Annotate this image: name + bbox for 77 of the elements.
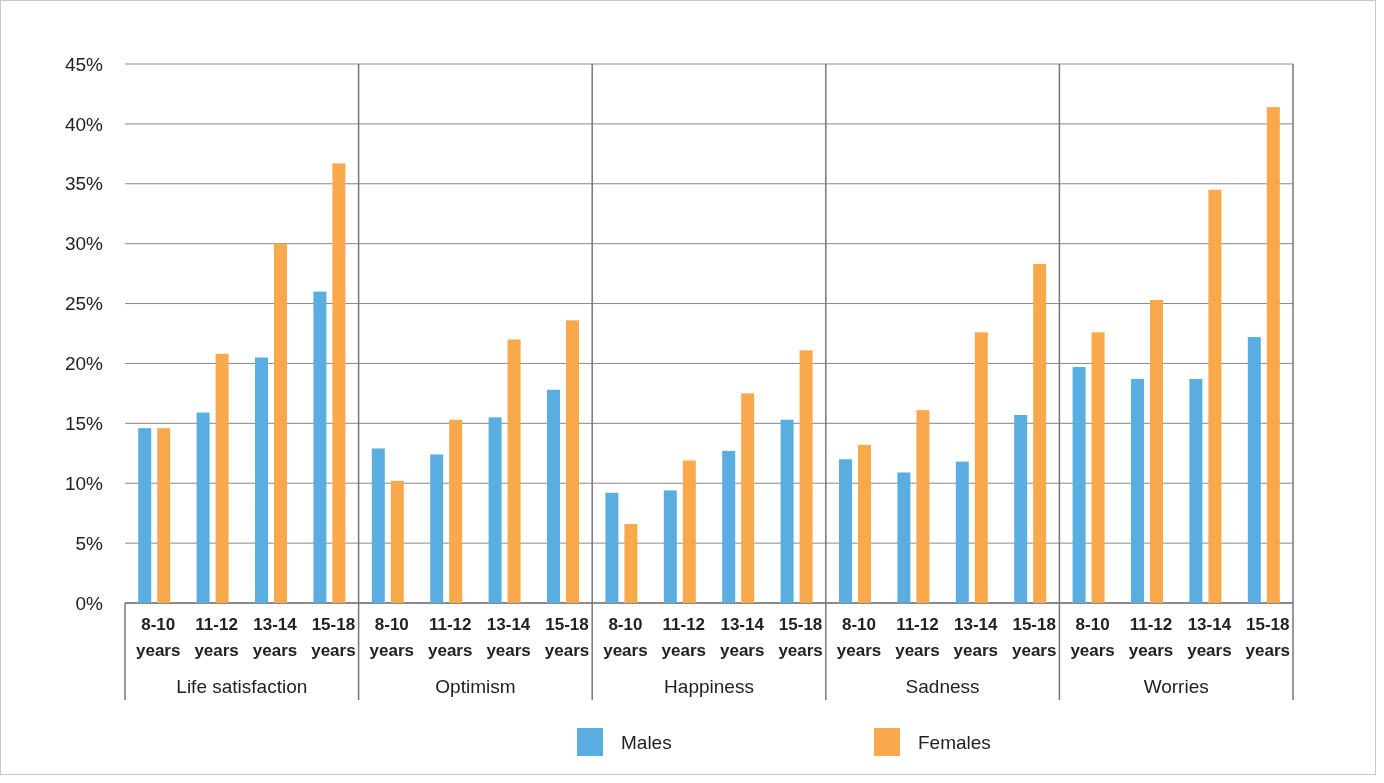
bar [916, 410, 930, 603]
text: Sadness [905, 676, 980, 697]
y-tick-label: 10% [64, 472, 104, 494]
x-tick-label: 15-18 years [1011, 615, 1057, 660]
bar [332, 163, 346, 603]
y-tick-label: 5% [75, 532, 104, 554]
bar [955, 461, 969, 603]
bar [1014, 414, 1028, 603]
bar [196, 412, 210, 603]
bar [1131, 379, 1144, 603]
y-tick-label: 40% [64, 113, 104, 135]
bar [682, 460, 696, 603]
x-tick-label: 11-12 years [427, 615, 473, 660]
x-tick-label: 15-18 years [1245, 615, 1291, 660]
bar [215, 353, 229, 603]
x-tick-label: 11-12 years [1128, 615, 1174, 660]
bar [1033, 264, 1047, 603]
text: Happiness [664, 676, 754, 697]
bar [1247, 337, 1261, 603]
bar [507, 339, 521, 603]
x-tick-label: 15-18 years [544, 615, 590, 660]
bar [566, 320, 579, 603]
bar [1189, 379, 1203, 603]
bar [274, 243, 287, 603]
bar [605, 492, 619, 603]
bar [897, 472, 911, 603]
bar [1150, 299, 1163, 603]
y-tick-label: 20% [64, 353, 104, 375]
bar [430, 454, 444, 603]
bar [839, 459, 852, 603]
x-tick-label: 11-12 years [194, 615, 239, 660]
x-tick-label: 8-10 years [1070, 615, 1115, 660]
y-tick-label: 35% [64, 173, 104, 195]
bar [390, 480, 404, 603]
x-tick-label: 13-14 years [252, 615, 298, 660]
bar [624, 523, 638, 603]
y-tick-label: 15% [64, 412, 104, 434]
x-tick-label: 13-14 years [1187, 615, 1232, 660]
bar [157, 428, 171, 603]
bar [780, 419, 794, 603]
y-tick-label: 30% [64, 233, 104, 255]
bar [371, 448, 385, 603]
legend-label: Females [918, 731, 991, 753]
bar [722, 450, 736, 603]
x-tick-label: 13-14 years [953, 615, 999, 660]
bar [974, 332, 988, 603]
x-tick-label: 11-12 years [895, 615, 940, 660]
bar [488, 417, 502, 603]
x-tick-label: 8-10 years [369, 615, 415, 660]
bar [799, 350, 813, 603]
bar [1091, 332, 1105, 603]
x-tick-label: 13-14 years [486, 615, 531, 660]
bar [449, 419, 463, 603]
bar [138, 428, 152, 603]
bar [741, 393, 755, 603]
bar [1072, 367, 1086, 603]
y-tick-label: 45% [64, 53, 104, 75]
bar [858, 444, 871, 603]
text: Optimism [435, 676, 516, 697]
bar [547, 389, 560, 603]
y-tick-label: 0% [75, 592, 104, 614]
bar [663, 490, 677, 603]
x-tick-label: 11-12 years [661, 615, 707, 660]
x-tick-label: 8-10 years [836, 615, 882, 660]
x-tick-label: 15-18 years [778, 615, 823, 660]
legend-label: Males [621, 731, 672, 753]
text: Worries [1143, 676, 1209, 697]
x-tick-label: 15-18 years [311, 615, 356, 660]
bar [1266, 107, 1280, 603]
bar [1208, 189, 1222, 603]
text: Life satisfaction [176, 676, 308, 697]
x-tick-label: 8-10 years [135, 615, 181, 660]
x-tick-label: 8-10 years [603, 615, 648, 660]
bar [313, 291, 327, 603]
x-tick-label: 13-14 years [719, 615, 765, 660]
bar [255, 357, 268, 603]
y-tick-label: 25% [64, 293, 104, 315]
